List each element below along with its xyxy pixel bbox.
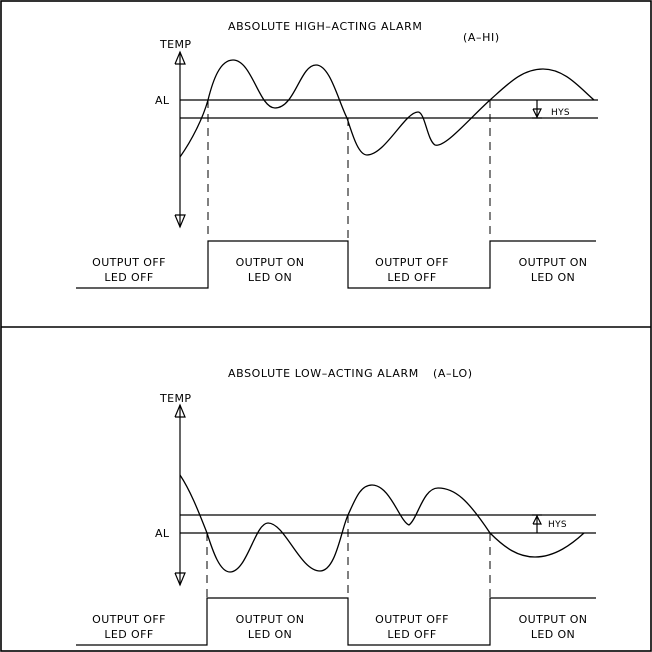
hysteresis-label: HYS	[551, 108, 570, 118]
state-label-off-1: OUTPUT OFF LED OFF	[92, 256, 166, 284]
y-axis-label: TEMP	[159, 392, 191, 405]
temperature-curve	[179, 59, 595, 158]
output-state-waveform	[76, 240, 596, 289]
state-label-on-1: OUTPUT ON LED ON	[236, 613, 305, 641]
svg-text:LED OFF: LED OFF	[387, 271, 436, 284]
hysteresis-label: HYS	[548, 520, 567, 530]
svg-text:OUTPUT ON: OUTPUT ON	[519, 256, 588, 269]
setpoint-label: AL	[155, 94, 170, 107]
state-label-off-2: OUTPUT OFF LED OFF	[375, 613, 449, 641]
panel-title: ABSOLUTE HIGH–ACTING ALARM	[228, 20, 423, 33]
svg-text:LED OFF: LED OFF	[104, 628, 153, 641]
svg-text:LED ON: LED ON	[531, 271, 575, 284]
hysteresis-arrow-icon	[532, 100, 542, 119]
svg-text:OUTPUT ON: OUTPUT ON	[236, 613, 305, 626]
svg-text:OUTPUT OFF: OUTPUT OFF	[375, 613, 449, 626]
panel-title: ABSOLUTE LOW–ACTING ALARM	[228, 367, 419, 380]
panel-code: (A–LO)	[433, 367, 473, 380]
state-label-on-2: OUTPUT ON LED ON	[519, 613, 588, 641]
panel-high-acting: ABSOLUTE HIGH–ACTING ALARM (A–HI) TEMP A…	[76, 20, 598, 289]
temp-axis-arrow	[174, 50, 186, 229]
state-label-off-1: OUTPUT OFF LED OFF	[92, 613, 166, 641]
setpoint-label: AL	[155, 527, 170, 540]
temperature-curve	[179, 474, 585, 573]
output-state-waveform	[76, 597, 596, 646]
svg-text:OUTPUT OFF: OUTPUT OFF	[92, 613, 166, 626]
svg-text:OUTPUT OFF: OUTPUT OFF	[92, 256, 166, 269]
state-label-off-2: OUTPUT OFF LED OFF	[375, 256, 449, 284]
y-axis-label: TEMP	[159, 38, 191, 51]
svg-text:LED OFF: LED OFF	[104, 271, 153, 284]
hysteresis-arrow-icon	[532, 514, 542, 533]
svg-text:LED ON: LED ON	[248, 628, 292, 641]
panel-code: (A–HI)	[463, 31, 500, 44]
svg-text:LED ON: LED ON	[531, 628, 575, 641]
svg-text:OUTPUT ON: OUTPUT ON	[236, 256, 305, 269]
state-label-on-2: OUTPUT ON LED ON	[519, 256, 588, 284]
transition-markers	[206, 515, 491, 597]
svg-text:OUTPUT ON: OUTPUT ON	[519, 613, 588, 626]
svg-text:LED OFF: LED OFF	[387, 628, 436, 641]
svg-text:LED ON: LED ON	[248, 271, 292, 284]
state-label-on-1: OUTPUT ON LED ON	[236, 256, 305, 284]
svg-text:OUTPUT OFF: OUTPUT OFF	[375, 256, 449, 269]
panel-low-acting: ABSOLUTE LOW–ACTING ALARM (A–LO) TEMP AL…	[76, 367, 596, 646]
transition-markers	[207, 100, 491, 240]
temp-axis-arrow	[174, 403, 186, 587]
